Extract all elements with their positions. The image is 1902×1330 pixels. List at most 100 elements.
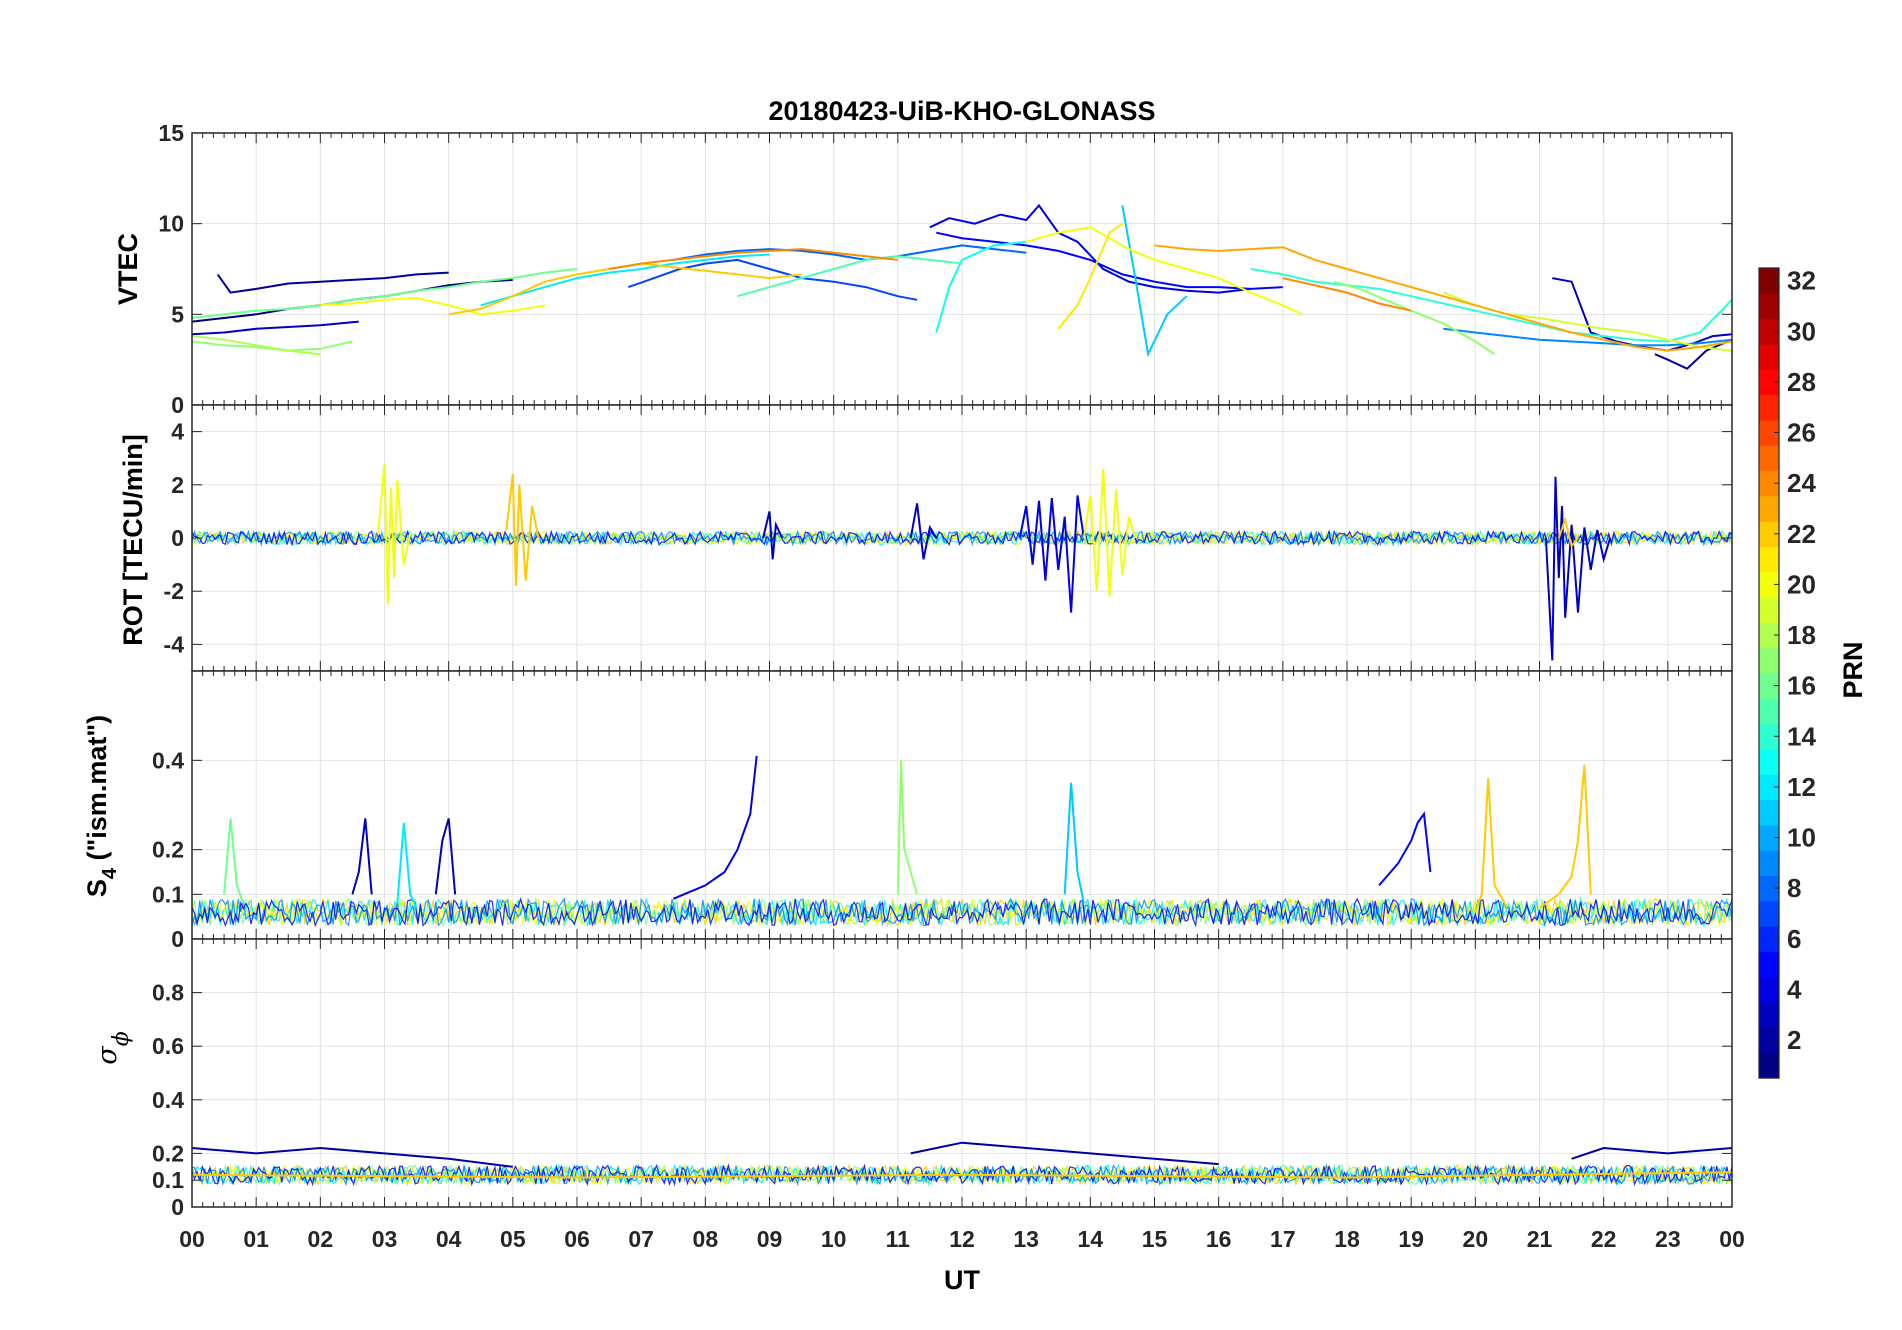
- series-line-prn-22: [505, 474, 540, 586]
- series-line-prn-3: [909, 503, 938, 560]
- sigma-phi-grid: [192, 939, 1732, 1208]
- chart-title: 20180423-UiB-KHO-GLONASS: [768, 96, 1155, 126]
- x-tick-label: 12: [949, 1226, 975, 1252]
- x-tick-label: 01: [243, 1226, 269, 1252]
- colorbar-segment: [1759, 318, 1779, 345]
- colorbar-tick-label: 8: [1787, 873, 1801, 903]
- colorbar-tick-label: 18: [1787, 620, 1816, 650]
- series-line-prn-3: [351, 818, 373, 895]
- series-line-prn-15: [737, 255, 963, 298]
- y-tick-label: 15: [158, 120, 184, 146]
- series-line-prn-16: [223, 818, 245, 904]
- x-tick-label: 04: [436, 1226, 462, 1252]
- series-line-prn-2: [216, 271, 449, 294]
- rot-traces: [192, 463, 1732, 661]
- series-line-prn-20: [1082, 468, 1137, 597]
- colorbar-label: PRN: [1838, 641, 1868, 698]
- x-tick-label: 03: [372, 1226, 398, 1252]
- series-line-prn-2: [910, 1141, 1219, 1166]
- colorbar-segment: [1759, 875, 1779, 902]
- colorbar-segment: [1759, 597, 1779, 623]
- sigma-phi-y-ticks: 00.10.2 0.4 0.6 0.8: [152, 980, 184, 1220]
- rot-y-ticks: -4 -2 0 2 4: [164, 419, 185, 658]
- vtec-panel: 0 5 10 15 VTEC: [113, 120, 1733, 418]
- colorbar-segment: [1759, 445, 1779, 472]
- y-tick-label: 0.1: [152, 881, 184, 907]
- series-line-prn-3: [434, 818, 457, 895]
- series-line-prn-20: [320, 296, 546, 316]
- vtec-traces: [192, 203, 1732, 370]
- colorbar-segment: [1759, 926, 1779, 953]
- colorbar-segment: [1759, 799, 1779, 826]
- series-line-prn-3: [192, 320, 359, 336]
- x-tick-label: 11: [886, 1226, 911, 1252]
- colorbar-segment: [1759, 976, 1779, 1003]
- sigma-phi-traces: [192, 1141, 1732, 1187]
- colorbar-segment: [1759, 470, 1779, 497]
- y-tick-label: 0.6: [152, 1033, 184, 1059]
- x-tick-label: 14: [1078, 1226, 1104, 1252]
- colorbar-frame: [1758, 267, 1780, 1079]
- colorbar-segment: [1759, 369, 1779, 396]
- series-line-prn-5: [936, 231, 1283, 290]
- x-tick-label: 00: [1719, 1226, 1745, 1252]
- series-line-prn-17: [896, 760, 919, 895]
- colorbar-segment: [1759, 1027, 1779, 1054]
- colorbar-tick-label: 28: [1787, 367, 1816, 397]
- series-line-prn-22: [1557, 515, 1579, 549]
- x-tick-label: 13: [1013, 1226, 1039, 1252]
- series-line-prn-24: [1282, 277, 1412, 312]
- series-line-prn-2: [1654, 338, 1732, 370]
- x-axis-label: UT: [944, 1265, 980, 1295]
- y-tick-label: 0.2: [152, 837, 184, 863]
- noise-trace: [192, 529, 1732, 547]
- y-tick-label: -2: [164, 578, 184, 604]
- s4-y-ticks: 0 0.1 0.2 0.4: [152, 747, 184, 952]
- y-tick-label: 0.1: [152, 1167, 184, 1193]
- vtec-grid: [192, 132, 1732, 406]
- colorbar-tick-label: 30: [1787, 316, 1816, 346]
- colorbar-segment: [1759, 900, 1779, 927]
- colorbar-segment: [1759, 495, 1779, 522]
- colorbar-tick-label: 12: [1787, 772, 1816, 802]
- colorbar-segment: [1759, 748, 1779, 775]
- colorbar-segment: [1759, 723, 1779, 750]
- sigma-phi-y-label: σϕ: [92, 1031, 134, 1064]
- x-tick-label: 08: [693, 1226, 719, 1252]
- series-line-prn-18: [192, 335, 321, 356]
- s4-traces: [192, 755, 1732, 928]
- series-line-prn-12: [480, 253, 770, 307]
- series-line-prn-2: [192, 1146, 513, 1168]
- y-tick-label: 0.2: [152, 1140, 184, 1166]
- colorbar-tick-label: 16: [1787, 671, 1816, 701]
- series-line-prn-24: [608, 248, 898, 270]
- s4-grid: [192, 671, 1732, 940]
- noise-trace: [192, 897, 1732, 928]
- vtec-y-label: VTEC: [113, 233, 143, 305]
- sigma-phi-frame: [191, 938, 1733, 1208]
- colorbar-tick-label: 22: [1787, 519, 1816, 549]
- y-tick-label: 10: [158, 211, 184, 237]
- x-tick-label: 20: [1463, 1226, 1489, 1252]
- series-line-prn-8: [673, 244, 1027, 261]
- series-line-prn-11: [1063, 782, 1085, 904]
- y-tick-label: 5: [171, 301, 184, 327]
- colorbar-segment: [1759, 1052, 1779, 1079]
- y-tick-label: 0: [171, 525, 184, 551]
- noise-trace: [192, 897, 1732, 928]
- colorbar-segment: [1759, 622, 1779, 649]
- y-tick-label: 0.4: [152, 747, 184, 773]
- colorbar-segment: [1759, 268, 1779, 294]
- series-line-prn-3: [762, 511, 784, 560]
- series-line-prn-11: [1121, 205, 1188, 358]
- x-tick-label: 19: [1398, 1226, 1424, 1252]
- colorbar-segment: [1759, 698, 1779, 725]
- vtec-y-ticks: 0 5 10 15: [158, 120, 184, 418]
- series-line-prn-22: [192, 1171, 1732, 1179]
- series-line-prn-7: [627, 258, 918, 301]
- colorbar-tick-label: 2: [1787, 1025, 1801, 1055]
- colorbar-segment: [1759, 521, 1779, 548]
- colorbar-segment: [1759, 343, 1779, 370]
- sigma-phi-panel: 00.10.2 0.4 0.6 0.8 σϕ: [92, 938, 1733, 1220]
